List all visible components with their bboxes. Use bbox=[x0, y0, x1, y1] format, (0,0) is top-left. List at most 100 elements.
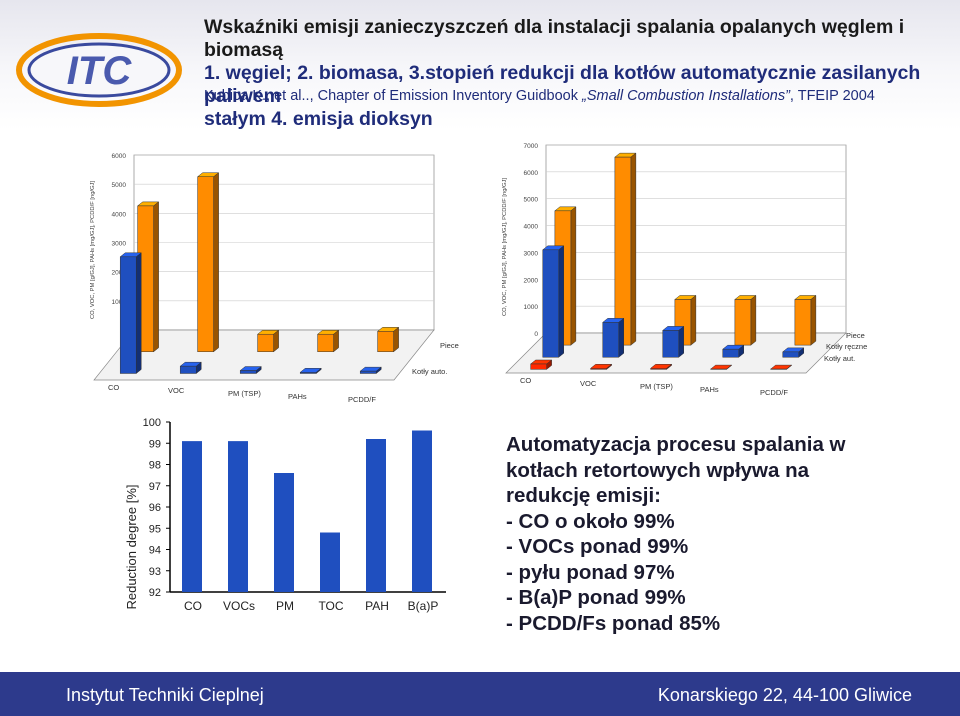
y-tick-label: 2000 bbox=[524, 277, 539, 284]
bar-side bbox=[690, 294, 697, 346]
bar-side bbox=[273, 329, 279, 353]
series-label: Kotły aut. bbox=[824, 354, 855, 363]
footer-institute: Instytut Techniki Cieplnej bbox=[66, 685, 264, 705]
series-label: Kotły auto. bbox=[412, 367, 447, 376]
x-category-label: B(a)P bbox=[408, 599, 439, 613]
bar bbox=[782, 351, 800, 358]
y-tick-label: 4000 bbox=[112, 211, 127, 218]
bar-side bbox=[630, 152, 637, 346]
y-tick-label: 7000 bbox=[524, 143, 539, 150]
y-tick-label: 3000 bbox=[524, 250, 539, 257]
note-line: - pyłu ponad 97% bbox=[506, 560, 675, 584]
x-category-label: PAHs bbox=[700, 385, 719, 394]
y-tick-label: 98 bbox=[149, 460, 161, 472]
bar bbox=[542, 249, 560, 358]
y-tick-label: 96 bbox=[149, 502, 161, 514]
note-line: - PCDD/Fs ponad 85% bbox=[506, 611, 721, 635]
y-tick-label: 6000 bbox=[524, 170, 539, 177]
x-category-label: PAHs bbox=[288, 392, 307, 401]
note-line: - VOCs ponad 99% bbox=[506, 535, 689, 558]
y-axis-title: CO, VOC, PM [g/GJ], PAHs [mg/GJ], PCDD/F… bbox=[90, 181, 96, 319]
bar-side bbox=[558, 245, 565, 358]
bar-side bbox=[570, 206, 577, 346]
bar bbox=[320, 532, 340, 592]
bar bbox=[530, 363, 547, 370]
bar-side bbox=[333, 329, 339, 353]
series-label: Piece bbox=[440, 341, 459, 350]
y-tick-label: 97 bbox=[149, 481, 161, 493]
y-axis-title: Reduction degree [%] bbox=[124, 484, 139, 609]
page-title: Wskaźniki emisji zanieczyszczeń dla inst… bbox=[204, 16, 921, 130]
bar-side bbox=[135, 252, 142, 374]
bar bbox=[257, 333, 274, 352]
y-tick-label: 1000 bbox=[112, 299, 127, 306]
y-tick-label: 99 bbox=[149, 438, 161, 450]
bar bbox=[412, 430, 432, 592]
bar-side bbox=[618, 317, 625, 358]
bar bbox=[650, 368, 667, 370]
y-tick-label: 94 bbox=[149, 545, 161, 557]
y-tick-label: 2000 bbox=[112, 270, 127, 277]
footer-address: Konarskiego 22, 44-100 Gliwice bbox=[657, 685, 912, 705]
y-tick-label: 0 bbox=[534, 331, 538, 338]
coal-emission-chart: 0100020003000400050006000CO, VOC, PM [g/… bbox=[90, 153, 459, 404]
footer-bar: Instytut Techniki Cieplnej Konarskiego 2… bbox=[0, 672, 960, 716]
y-tick-label: 6000 bbox=[112, 153, 127, 160]
bar bbox=[182, 441, 202, 592]
bar-side bbox=[678, 325, 685, 358]
y-tick-label: 4000 bbox=[524, 224, 539, 231]
bar-side bbox=[810, 294, 817, 346]
y-tick-label: 100 bbox=[143, 417, 161, 429]
y-tick-label: 95 bbox=[149, 523, 161, 535]
x-category-label: VOCs bbox=[223, 599, 255, 613]
bar-side bbox=[213, 172, 219, 353]
bar bbox=[602, 322, 620, 358]
note-line: Automatyzacja procesu spalania w bbox=[506, 433, 846, 456]
reduction-degree-chart: 92 93 94 95 96 97 98 99 100 Reduction degree [%] C… bbox=[124, 417, 446, 613]
x-category-label: CO bbox=[184, 599, 202, 613]
y-tick-label: 1000 bbox=[524, 304, 539, 311]
bar bbox=[239, 370, 257, 374]
bar bbox=[179, 365, 197, 374]
x-category-label: PCDD/F bbox=[348, 395, 376, 404]
bar bbox=[359, 370, 377, 374]
bar bbox=[662, 330, 680, 358]
x-category-label: PM (TSP) bbox=[228, 389, 261, 398]
bar bbox=[734, 299, 752, 346]
note-line: kotłach retortowych wpływa na bbox=[506, 458, 810, 482]
note-line: redukcję emisji: bbox=[506, 484, 661, 507]
bar bbox=[228, 441, 248, 592]
bar-side bbox=[153, 201, 159, 353]
bar-side bbox=[750, 294, 757, 346]
x-category-label: PM bbox=[276, 599, 294, 613]
x-category-label: VOC bbox=[580, 379, 597, 388]
bar bbox=[794, 299, 812, 346]
x-category-label: PCDD/F bbox=[760, 388, 788, 397]
bar bbox=[590, 368, 607, 370]
note-line: - B(a)P ponad 99% bbox=[506, 586, 686, 609]
y-tick-label: 92 bbox=[149, 587, 161, 599]
x-category-label: CO bbox=[108, 383, 119, 392]
source-citation: Kubica K., et al.., Chapter of Emission … bbox=[204, 88, 875, 104]
y-tick-label: 5000 bbox=[524, 197, 539, 204]
x-category-label: VOC bbox=[168, 386, 185, 395]
bar bbox=[366, 439, 386, 592]
x-category-label: PAH bbox=[365, 599, 389, 613]
x-category-label: CO bbox=[520, 376, 531, 385]
y-tick-label: 5000 bbox=[112, 182, 127, 189]
series-label: Kotły ręczne bbox=[826, 342, 867, 351]
y-tick-label: 3000 bbox=[112, 241, 127, 248]
bar bbox=[377, 331, 394, 352]
y-axis-title: CO, VOC, PM [g/GJ], PAHs [mg/GJ], PCDD/F… bbox=[502, 178, 508, 316]
bar bbox=[299, 372, 317, 374]
bar bbox=[614, 156, 632, 346]
bar-side bbox=[393, 326, 399, 353]
itc-logo: ITC bbox=[16, 33, 182, 107]
note-line: - CO o około 99% bbox=[506, 509, 675, 533]
svg-text:ITC: ITC bbox=[67, 49, 133, 93]
bar bbox=[317, 333, 334, 352]
summary-notes: Automatyzacja procesu spalania w kotłach… bbox=[506, 432, 866, 636]
x-category-label: PM (TSP) bbox=[640, 382, 673, 391]
x-category-label: TOC bbox=[318, 599, 343, 613]
y-tick-label: 93 bbox=[149, 566, 161, 578]
